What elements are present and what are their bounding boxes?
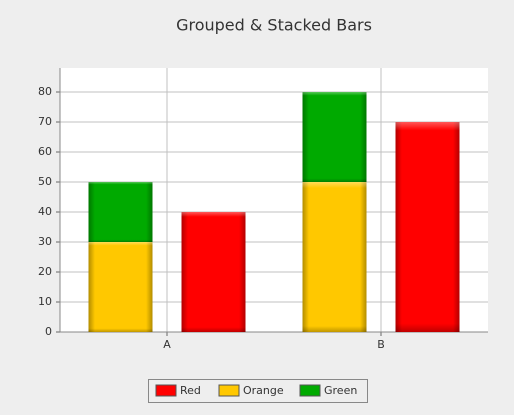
- y-tick-label: 40: [38, 205, 52, 218]
- x-tick-label: A: [163, 338, 171, 351]
- legend-label: Red: [180, 384, 201, 397]
- legend-swatch: [155, 384, 177, 397]
- bar-bevel: [302, 92, 367, 182]
- y-tick-label: 80: [38, 85, 52, 98]
- bar-bevel: [181, 212, 246, 332]
- y-tick-label: 50: [38, 175, 52, 188]
- x-tick-label: B: [377, 338, 385, 351]
- y-tick-label: 10: [38, 295, 52, 308]
- bar-bevel: [88, 242, 153, 332]
- legend-label: Green: [324, 384, 357, 397]
- y-tick-label: 70: [38, 115, 52, 128]
- y-tick-label: 60: [38, 145, 52, 158]
- chart-title: Grouped & Stacked Bars: [176, 16, 372, 35]
- y-tick-label: 20: [38, 265, 52, 278]
- y-tick-label: 30: [38, 235, 52, 248]
- bar-bevel: [88, 182, 153, 242]
- bar-bevel: [302, 182, 367, 332]
- legend-swatch: [299, 384, 321, 397]
- y-tick-label: 0: [45, 325, 52, 338]
- legend-swatch: [218, 384, 240, 397]
- legend-label: Orange: [243, 384, 284, 397]
- bar-bevel: [395, 122, 460, 332]
